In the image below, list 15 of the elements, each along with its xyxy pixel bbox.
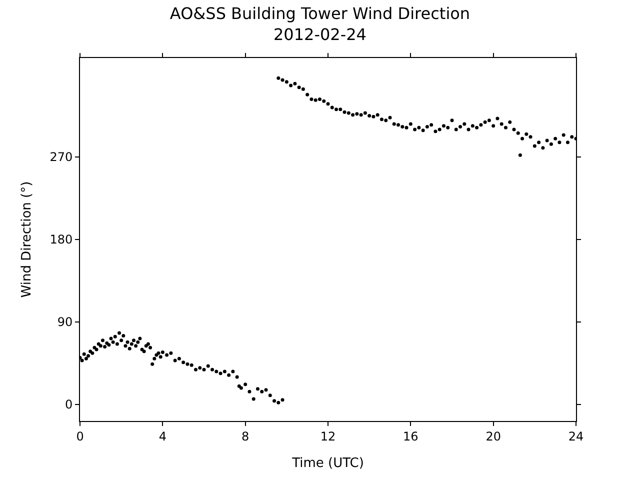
y-tick-label: 90 — [57, 315, 73, 330]
x-tick-label: 4 — [158, 429, 166, 444]
x-axis-title: Time (UTC) — [291, 456, 364, 471]
y-tick-label: 0 — [64, 398, 73, 412]
x-tick-label: 12 — [320, 429, 336, 444]
x-tick-label: 0 — [76, 429, 84, 444]
x-tick-label: 20 — [486, 429, 501, 444]
chart-subtitle: 2012-02-24 — [274, 25, 366, 44]
x-tick-label: 24 — [568, 429, 584, 444]
chart-title: AO&SS Building Tower Wind Direction — [170, 4, 470, 24]
y-tick-label: 180 — [50, 232, 73, 247]
y-tick-label: 270 — [50, 150, 73, 164]
x-tick-label: 8 — [242, 429, 250, 444]
x-tick-label: 16 — [403, 429, 418, 444]
y-axis-title: Wind Direction (°) — [20, 181, 35, 298]
